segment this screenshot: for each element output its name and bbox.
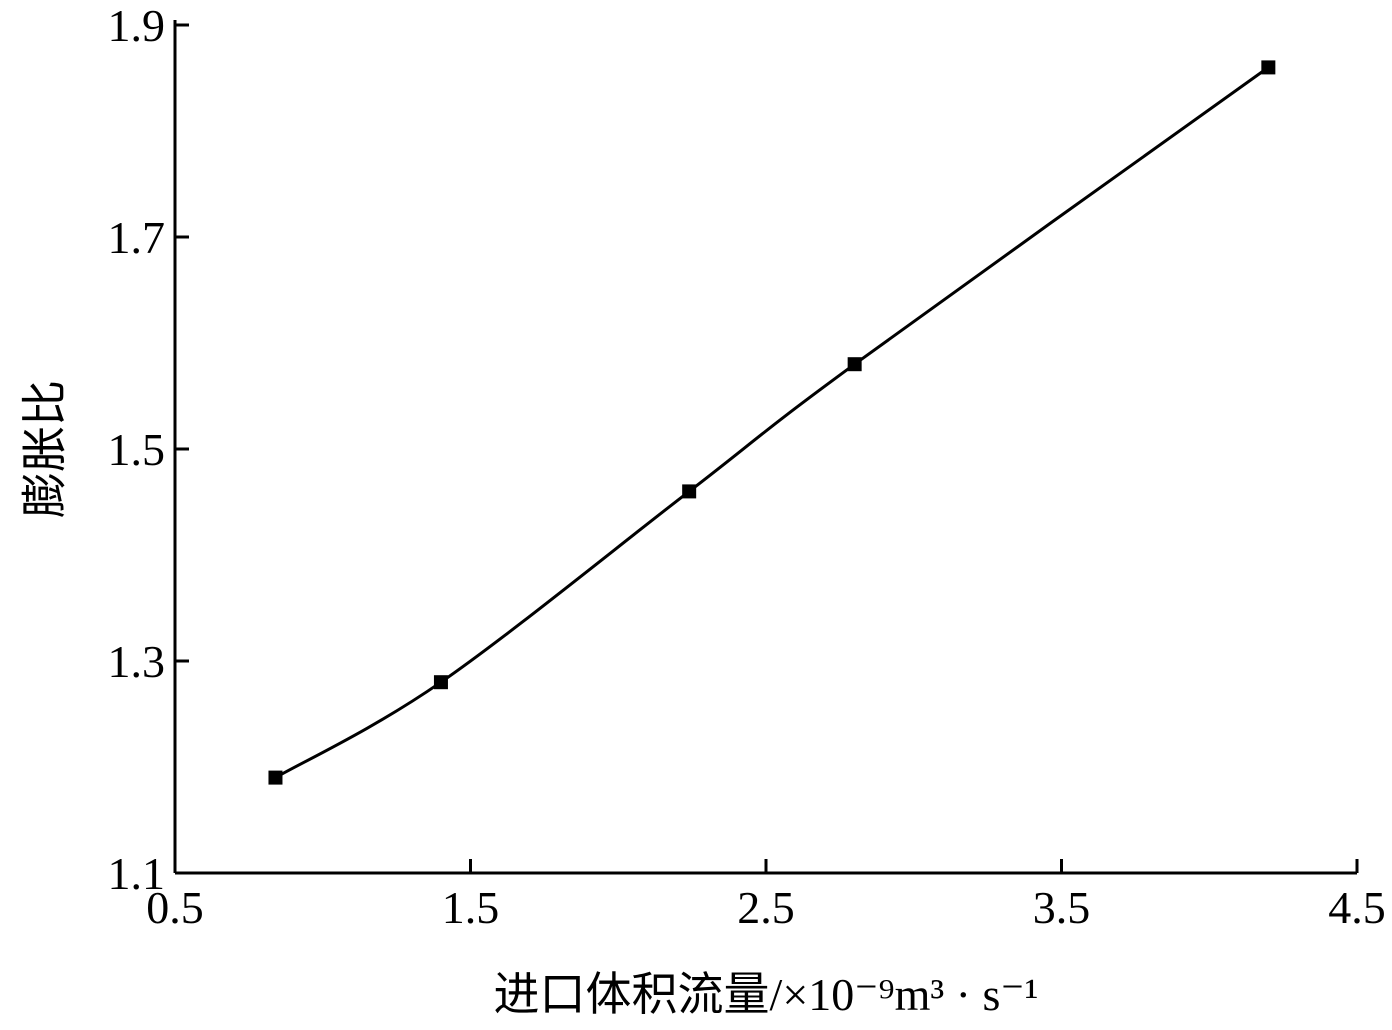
y-tick-label: 1.3 <box>108 636 166 687</box>
x-axis-label: 进口体积流量/×10⁻⁹m³ · s⁻¹ <box>494 969 1039 1020</box>
marker <box>847 357 862 372</box>
y-tick-label: 1.9 <box>108 0 166 51</box>
marker <box>268 770 283 785</box>
y-axis-label: 膨胀比 <box>20 380 71 518</box>
y-tick-label: 1.5 <box>108 424 166 475</box>
x-tick-label: 0.5 <box>146 882 204 933</box>
marker <box>433 675 448 690</box>
x-tick-label: 2.5 <box>737 882 795 933</box>
marker <box>1261 60 1276 75</box>
x-tick-label: 4.5 <box>1328 882 1386 933</box>
x-tick-label: 1.5 <box>442 882 500 933</box>
series-line <box>274 66 1270 779</box>
x-tick-label: 3.5 <box>1033 882 1091 933</box>
y-tick-label: 1.1 <box>108 848 166 899</box>
marker <box>682 484 697 499</box>
y-tick-label: 1.7 <box>108 212 166 263</box>
